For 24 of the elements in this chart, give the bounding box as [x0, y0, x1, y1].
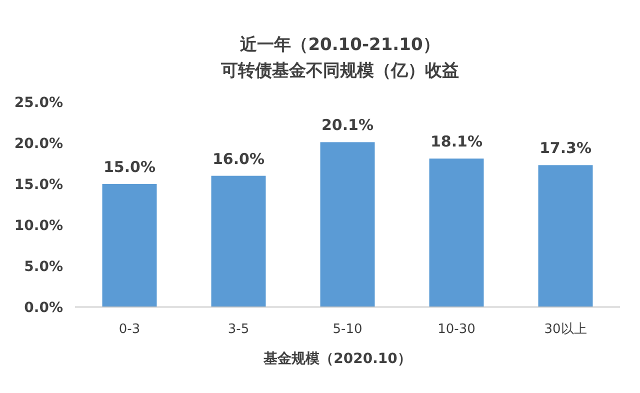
y-tick-label: 0.0%	[24, 300, 63, 316]
data-label: 16.0%	[212, 150, 265, 168]
x-tick-label: 5-10	[332, 322, 362, 337]
data-label: 17.3%	[539, 139, 592, 158]
data-label: 20.1%	[321, 116, 374, 134]
data-label: 15.0%	[103, 158, 156, 176]
x-axis-title: 基金规模（2020.10）	[262, 351, 412, 367]
y-tick-label: 5.0%	[24, 258, 63, 275]
y-tick-label: 15.0%	[14, 176, 63, 193]
bar	[211, 176, 266, 307]
chart-title: 近一年（20.10-21.10）	[239, 35, 440, 55]
y-tick-label: 20.0%	[14, 136, 63, 152]
bar	[538, 165, 593, 307]
y-tick-label: 25.0%	[14, 94, 63, 111]
x-tick-label: 0-3	[118, 322, 140, 337]
bar	[320, 142, 375, 307]
data-label: 18.1%	[430, 132, 483, 151]
x-tick-label: 10-30	[438, 322, 476, 337]
bar	[429, 158, 484, 307]
x-tick-label: 3-5	[228, 322, 250, 337]
bar	[102, 184, 157, 307]
x-tick-label: 30以上	[544, 322, 587, 337]
y-tick-label: 10.0%	[14, 218, 63, 234]
chart-subtitle: 可转债基金不同规模（亿）收益	[220, 61, 459, 81]
